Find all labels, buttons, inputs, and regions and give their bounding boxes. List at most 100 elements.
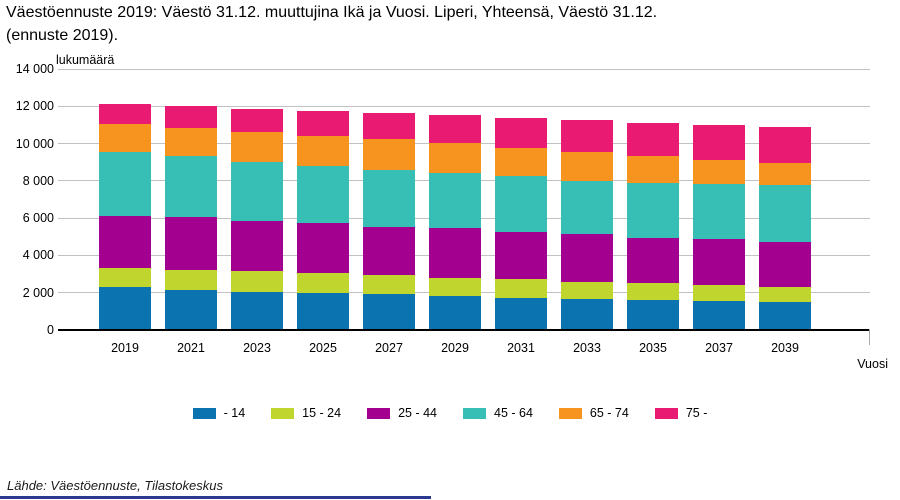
bar-2035-age-25-44 <box>627 237 679 284</box>
bar-2027-age-65-74 <box>363 138 415 170</box>
bar-2031-age-15-24 <box>495 279 547 298</box>
grid-line-12000 <box>58 105 870 107</box>
bar-2031-age-75- <box>495 117 547 148</box>
bar-2033-age-25-44 <box>561 234 613 282</box>
x-tick-label-2031: 2031 <box>507 341 535 355</box>
bar-2035-age-75- <box>627 122 679 157</box>
x-tick-label-2025: 2025 <box>309 341 337 355</box>
bar-2025-age-75- <box>297 110 349 136</box>
bar-2035-age-65-74 <box>627 156 679 183</box>
legend-label-25-44: 25 - 44 <box>398 406 437 420</box>
bar-2023-age--14 <box>231 291 283 330</box>
bar-2023-age-25-44 <box>231 220 283 271</box>
bar-2035-age--14 <box>627 299 679 330</box>
legend-item--14: - 14 <box>192 406 246 420</box>
bar-2021-age-75- <box>165 105 217 128</box>
bar-2037-age--14 <box>693 300 745 330</box>
bar-2037-age-45-64 <box>693 184 745 240</box>
bar-2037-age-25-44 <box>693 239 745 285</box>
y-tick-label-14000: 14 000 <box>15 62 54 76</box>
bar-2035-age-45-64 <box>627 183 679 238</box>
legend-item-25-44: 25 - 44 <box>367 406 437 420</box>
x-tick-label-2033: 2033 <box>573 341 601 355</box>
bar-2021-age-45-64 <box>165 156 217 218</box>
bar-2025-age-15-24 <box>297 272 349 294</box>
legend-swatch-15-24 <box>271 407 295 419</box>
bar-2027-age-45-64 <box>363 169 415 228</box>
bar-2031-age-45-64 <box>495 176 547 233</box>
y-tick-label-4000: 4 000 <box>22 248 54 263</box>
legend-item-65-74: 65 - 74 <box>558 406 629 420</box>
x-tick-label-2037: 2037 <box>705 341 733 355</box>
bar-2039-age--14 <box>759 302 811 330</box>
bar-2033-age--14 <box>561 298 613 330</box>
bar-2029-age-25-44 <box>429 228 481 278</box>
bar-2023-age-65-74 <box>231 132 283 163</box>
bar-2021-age-15-24 <box>165 269 217 290</box>
bar-2037-age-75- <box>693 125 745 161</box>
bar-2025-age-25-44 <box>297 223 349 273</box>
bar-2031-age-65-74 <box>495 147 547 177</box>
bar-2019-age-75- <box>99 103 151 124</box>
legend-label--14: - 14 <box>223 406 246 420</box>
grid-line-14000 <box>58 68 870 70</box>
legend-swatch-25-44 <box>367 407 391 419</box>
x-tick-label-2023: 2023 <box>243 341 271 355</box>
x-axis-title: Vuosi <box>857 357 888 371</box>
bar-2033-age-65-74 <box>561 151 613 181</box>
bar-2039-age-25-44 <box>759 241 811 288</box>
bar-2025-age--14 <box>297 293 349 330</box>
bar-2029-age-15-24 <box>429 277 481 296</box>
legend-swatch--14 <box>192 407 216 419</box>
legend-item-45-64: 45 - 64 <box>463 406 533 420</box>
bar-2023-age-45-64 <box>231 162 283 221</box>
x-tick-label-2039: 2039 <box>771 341 799 355</box>
bar-2019-age-15-24 <box>99 267 151 288</box>
bar-2039-age-75- <box>759 127 811 163</box>
legend-label-15-24: 15 - 24 <box>302 406 342 420</box>
bar-2025-age-45-64 <box>297 166 349 224</box>
x-tick-label-2019: 2019 <box>111 341 139 355</box>
y-tick-label-8000: 8 000 <box>22 173 54 188</box>
legend-swatch-65-74 <box>558 407 582 419</box>
legend-label-65-74: 65 - 74 <box>589 406 629 420</box>
source-note: Lähde: Väestöennuste, Tilastokeskus <box>7 478 223 493</box>
bar-2021-age-25-44 <box>165 217 217 270</box>
y-tick-label-10000: 10 000 <box>15 136 54 151</box>
bar-2039-age-65-74 <box>759 162 811 186</box>
bar-2019-age-25-44 <box>99 216 151 268</box>
bar-2037-age-65-74 <box>693 160 745 185</box>
x-axis-line <box>58 329 870 331</box>
bar-2027-age--14 <box>363 294 415 330</box>
bar-2023-age-75- <box>231 108 283 133</box>
bar-2019-age--14 <box>99 287 151 330</box>
bar-2025-age-65-74 <box>297 135 349 167</box>
legend-item-15-24: 15 - 24 <box>271 406 341 420</box>
bar-2027-age-15-24 <box>363 274 415 295</box>
bar-2019-age-65-74 <box>99 123 151 152</box>
bar-2035-age-15-24 <box>627 283 679 300</box>
bar-2019-age-45-64 <box>99 151 151 217</box>
x-tick-label-2029: 2029 <box>441 341 469 355</box>
chart-title-line1: Väestöennuste 2019: Väestö 31.12. muuttu… <box>6 4 658 21</box>
y-tick-label-2000: 2 000 <box>22 285 54 300</box>
x-tick-label-2027: 2027 <box>375 341 403 355</box>
chart-title-line2: (ennuste 2019). <box>6 27 119 44</box>
y-tick-label-0: 0 <box>47 323 54 337</box>
y-axis-title: lukumäärä <box>56 53 115 67</box>
bar-2021-age-65-74 <box>165 127 217 157</box>
y-tick-label-12000: 12 000 <box>15 99 54 114</box>
legend-swatch-75- <box>654 407 678 419</box>
legend-label-45-64: 45 - 64 <box>494 406 533 420</box>
bar-2039-age-15-24 <box>759 287 811 303</box>
chart-area: lukumäärä 0 2 000 4 000 6 000 8 000 10 000 12 … <box>15 53 888 371</box>
bar-2031-age--14 <box>495 297 547 330</box>
bar-2029-age--14 <box>429 295 481 330</box>
bar-2027-age-25-44 <box>363 227 415 275</box>
bar-2033-age-15-24 <box>561 281 613 299</box>
bar-2029-age-75- <box>429 115 481 143</box>
bar-2023-age-15-24 <box>231 270 283 292</box>
legend-item-75-: 75 - <box>654 406 707 420</box>
x-tick-label-2035: 2035 <box>639 341 667 355</box>
